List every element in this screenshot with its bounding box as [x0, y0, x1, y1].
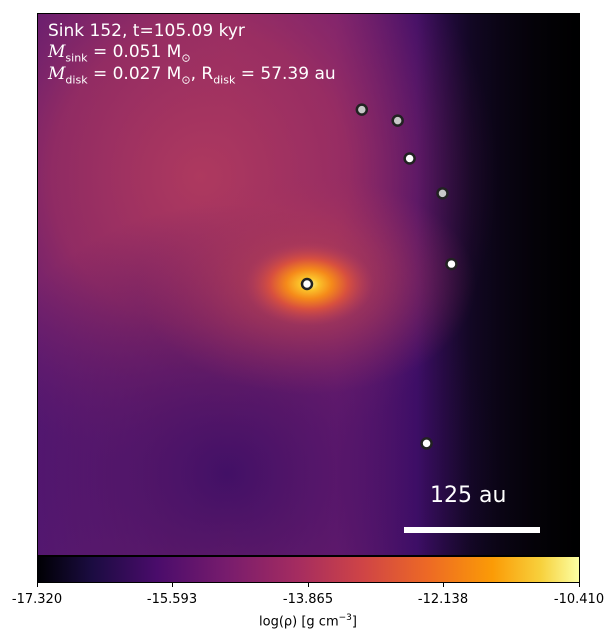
sink-particles	[300, 103, 458, 450]
scale-bar-label: 125 au	[430, 483, 507, 508]
colorbar-tick-label: -10.410	[553, 592, 605, 607]
density-image	[38, 14, 579, 555]
colorbar-tick	[308, 583, 309, 587]
disk-info-line: Mdisk = 0.027 M⊙, Rdisk = 57.39 au	[48, 64, 336, 87]
colorbar-tick-label: -13.865	[282, 592, 334, 607]
colorbar-tick	[37, 583, 38, 587]
sink-a-marker	[355, 103, 369, 116]
sink-b-marker	[391, 114, 404, 127]
colorbar-tick	[172, 583, 173, 587]
sink-mass-line: Msink = 0.051 M⊙	[48, 42, 191, 65]
central-sink-marker	[300, 277, 314, 291]
sink-f-marker	[420, 437, 433, 450]
colorbar-label: log(ρ) [g cm−3]	[259, 613, 357, 630]
colorbar-tick-label: -17.320	[11, 592, 63, 607]
colorbar	[37, 556, 580, 583]
colorbar-tick-label: -12.138	[417, 592, 469, 607]
sink-c-marker	[403, 152, 416, 165]
scale-bar	[404, 527, 540, 533]
colorbar-tick-label: -15.593	[146, 592, 198, 607]
sink-d-marker	[436, 187, 449, 200]
colorbar-tick	[579, 583, 580, 587]
sink-info-title: Sink 152, t=105.09 kyr	[48, 21, 245, 41]
sink-e-marker	[445, 257, 458, 271]
colorbar-tick	[443, 583, 444, 587]
density-map: Sink 152, t=105.09 kyr Msink = 0.051 M⊙ …	[37, 13, 580, 556]
